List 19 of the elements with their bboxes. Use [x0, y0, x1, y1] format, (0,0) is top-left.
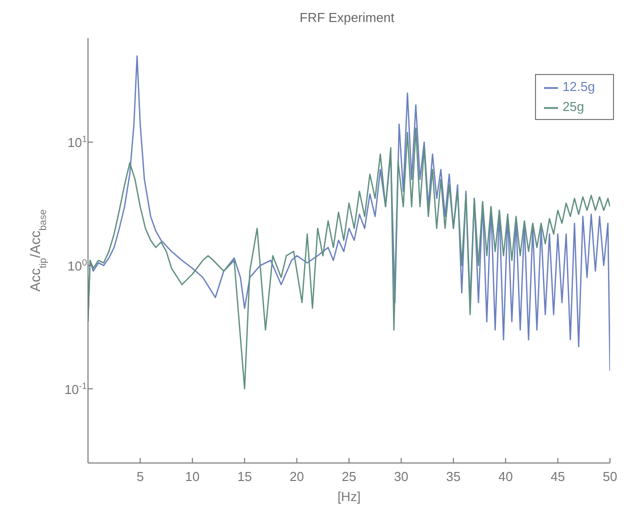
y-tick-label: 10$^{-1}$ — [64, 380, 87, 397]
legend-label: 25g — [562, 99, 584, 114]
line-series — [88, 127, 610, 390]
line-series — [88, 55, 610, 372]
x-tick-label: 45 — [550, 469, 566, 484]
x-tick-label: 30 — [394, 469, 408, 484]
x-tick-label: 35 — [446, 469, 461, 484]
x-axis-title: [Hz] — [337, 489, 361, 504]
legend-label: 12.5g — [562, 79, 595, 94]
x-tick-label: 25 — [342, 469, 356, 484]
chart-title: FRF Experiment — [298, 9, 396, 27]
y-tick-label: 10$^{0}$ — [67, 257, 87, 274]
x-tick-label: 15 — [237, 469, 252, 484]
x-tick-label: 40 — [498, 469, 513, 484]
x-tick-label: 20 — [290, 469, 304, 484]
y-tick-label: 10$^{1}$ — [67, 134, 87, 150]
x-tick-label: 50 — [602, 469, 618, 484]
x-tick-label: 10 — [185, 469, 200, 484]
x-tick-label: 5 — [136, 469, 144, 484]
